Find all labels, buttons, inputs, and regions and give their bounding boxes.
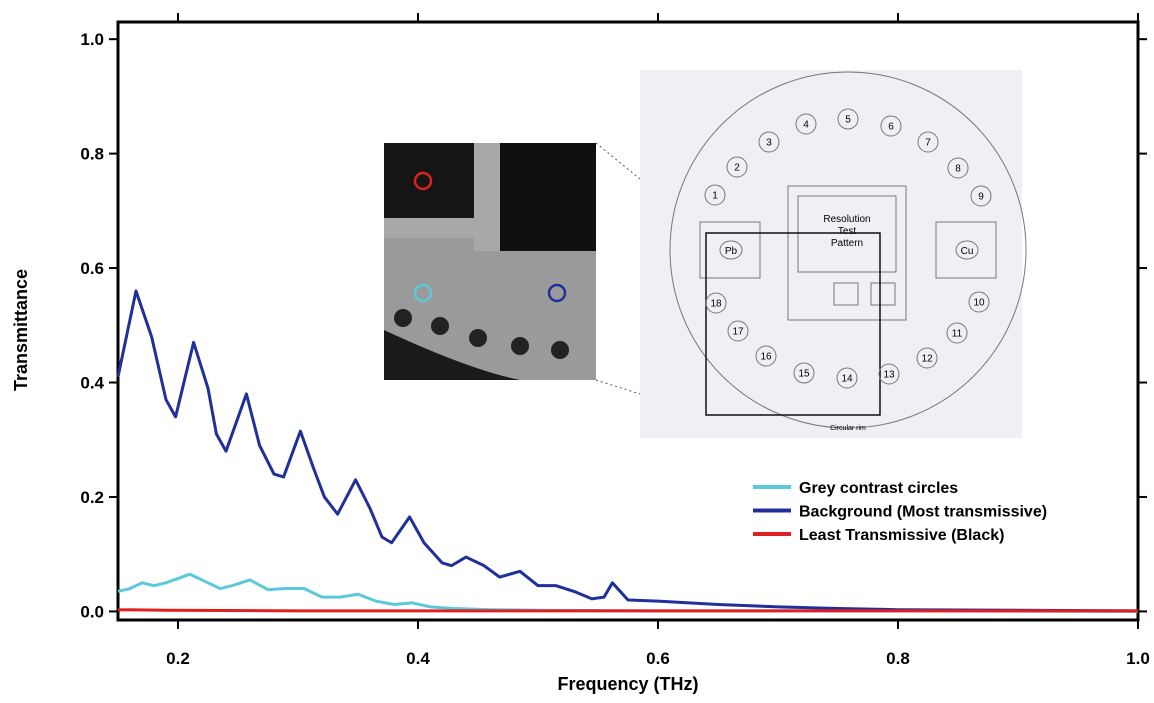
hole-label: 10 — [973, 298, 985, 309]
pattern-label: Test — [838, 226, 857, 237]
pattern-label: Resolution — [823, 214, 870, 225]
hole-label: 15 — [798, 369, 810, 380]
hole-label: 6 — [888, 122, 894, 133]
line — [118, 574, 1138, 611]
hole-label: 5 — [845, 115, 851, 126]
hole-label: 3 — [766, 138, 772, 149]
x-tick-label: 1.0 — [1126, 649, 1150, 668]
hole-label: 11 — [952, 329, 963, 340]
hole-label: 14 — [841, 374, 853, 385]
y-tick-label: 0.6 — [80, 259, 104, 278]
y-tick-label: 0.4 — [80, 374, 104, 393]
y-tick-label: 0.8 — [80, 145, 104, 164]
hole-label: 16 — [760, 352, 772, 363]
hole-label: 13 — [883, 370, 895, 381]
box-label: Pb — [725, 246, 738, 257]
hole-label: 9 — [978, 192, 984, 203]
x-axis-label: Frequency (THz) — [557, 674, 698, 694]
x-tick-label: 0.8 — [886, 649, 910, 668]
x-tick-label: 0.6 — [646, 649, 670, 668]
sample-image — [384, 143, 596, 380]
hole-label: 18 — [710, 299, 722, 310]
legend-label: Least Transmissive (Black) — [799, 527, 1004, 544]
rim-label: Circular rim — [830, 425, 866, 432]
hole-label: 1 — [712, 191, 718, 202]
phantom-diagram: Resolution Test Pattern Pb Cu Circular r… — [640, 70, 1026, 438]
box-label: Cu — [961, 246, 974, 257]
x-tick-label: 0.4 — [406, 649, 430, 668]
x-tick-label: 0.2 — [166, 649, 190, 668]
hole-label: 4 — [803, 120, 809, 131]
pattern-label: Pattern — [831, 238, 863, 249]
chart: Resolution Test Pattern Pb Cu Circular r… — [0, 0, 1154, 698]
line — [118, 610, 1138, 611]
hole-label: 8 — [955, 164, 961, 175]
legend-label: Grey contrast circles — [799, 480, 958, 497]
hole-label: 7 — [925, 138, 931, 149]
y-tick-label: 1.0 — [80, 30, 104, 49]
legend-label: Background (Most transmissive) — [799, 504, 1047, 521]
y-axis-label: Transmittance — [11, 269, 31, 391]
hole-label: 17 — [732, 327, 744, 338]
y-tick-label: 0.2 — [80, 488, 104, 507]
hole-label: 2 — [734, 163, 740, 174]
y-tick-label: 0.0 — [80, 602, 104, 621]
hole-label: 12 — [921, 354, 933, 365]
